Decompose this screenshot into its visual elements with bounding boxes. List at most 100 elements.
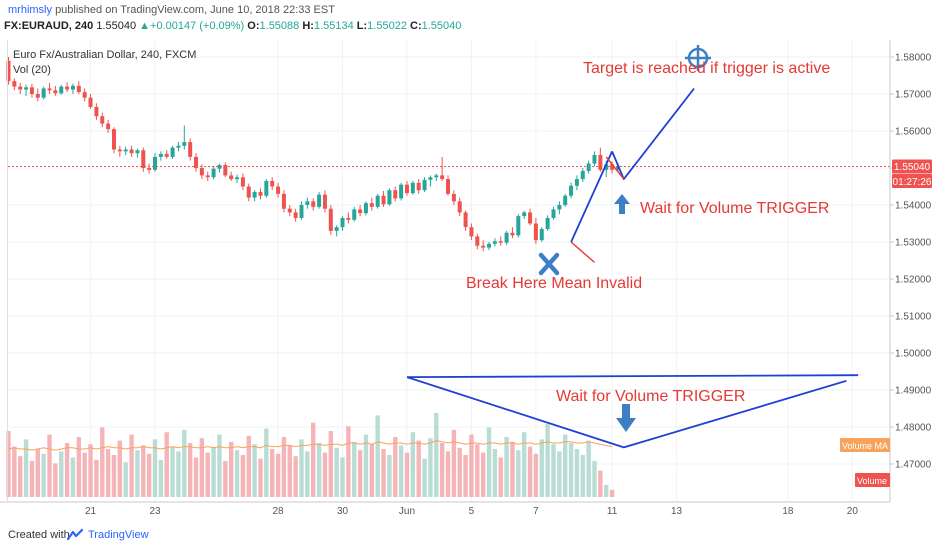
current-price-tag: 1.55040 01:27:26	[892, 159, 932, 188]
candle	[164, 150, 169, 159]
volume-bar	[281, 437, 287, 497]
candle	[557, 201, 562, 215]
volume-bar	[475, 444, 480, 497]
price-tick-label: 1.57000	[895, 90, 932, 101]
candle-body	[463, 212, 468, 228]
candle	[533, 217, 538, 244]
volume-bar	[47, 434, 52, 497]
candle-body	[563, 195, 568, 205]
candle-body	[164, 153, 169, 157]
volume-bar	[469, 434, 474, 497]
pullback-line	[605, 156, 625, 180]
candle	[492, 238, 497, 247]
volume-bar	[164, 432, 169, 497]
volume-ma-tag: Volume MA	[840, 438, 890, 452]
volume-bar	[498, 457, 503, 497]
volume-bar	[580, 455, 585, 497]
candle	[229, 171, 234, 181]
price-axis-labels: 1.580001.570001.560001.550001.540001.530…	[890, 53, 932, 471]
candle-body	[586, 163, 591, 171]
candle	[35, 88, 40, 102]
candle	[194, 153, 199, 172]
candle-body	[334, 227, 339, 231]
candle	[24, 84, 29, 96]
volume-bar	[334, 447, 339, 497]
price-tick-label: 1.54000	[895, 201, 932, 212]
projection-line	[611, 87, 695, 181]
candle	[375, 193, 380, 209]
price-tick-label: 1.48000	[895, 423, 932, 434]
volume-bar	[182, 429, 187, 497]
time-axis-labels: 21 23 28 30 Jun 5 7 11 13 18 20	[85, 506, 858, 517]
candle	[463, 210, 468, 231]
volume-bar	[59, 451, 64, 497]
candle-body	[158, 153, 163, 157]
open-label: O:	[247, 20, 260, 32]
volume-bar	[568, 443, 574, 497]
tradingview-logo-icon	[66, 528, 84, 541]
candle-body	[217, 165, 222, 169]
candle-body	[12, 81, 17, 87]
candle	[65, 82, 70, 93]
volume-bar	[445, 451, 451, 497]
volume-bar	[340, 457, 345, 497]
candle	[504, 230, 509, 245]
candle-body	[6, 60, 11, 82]
drawings[interactable]	[406, 87, 859, 449]
volume-bar	[228, 441, 234, 497]
candle	[281, 190, 286, 213]
candle-body	[510, 232, 515, 236]
candle	[82, 88, 87, 102]
candle-body	[24, 87, 29, 90]
candle	[317, 192, 322, 209]
volume-bar	[18, 456, 23, 497]
candle-body	[252, 192, 257, 198]
candle	[235, 174, 240, 183]
candle-body	[246, 186, 251, 198]
volume-bar	[369, 444, 375, 497]
volume-bar	[170, 446, 175, 497]
price-chart[interactable]: Target is reached if trigger is active W…	[0, 40, 932, 522]
volume-bar	[393, 437, 398, 497]
candle	[106, 119, 111, 133]
current-price-value: 1.55040	[894, 162, 931, 173]
volume-bar	[480, 452, 486, 497]
annotation-icons	[538, 45, 711, 432]
candle	[123, 146, 128, 156]
candle-body	[293, 212, 298, 218]
volume-legend: Vol (20)	[13, 64, 51, 76]
wait-volume-annotation: Wait for Volume TRIGGER	[556, 388, 745, 405]
volume-triangle-line	[406, 376, 847, 449]
candle	[311, 198, 316, 211]
volume-tag: Volume	[855, 473, 890, 487]
volume-ma-line	[8, 440, 613, 451]
candle	[457, 197, 462, 217]
candle	[363, 201, 368, 216]
candle-body	[41, 88, 46, 98]
candle-body	[264, 180, 269, 196]
volume-bar	[322, 452, 328, 497]
volume-bar	[410, 432, 416, 497]
volume-bar	[29, 461, 35, 497]
volume-bar	[387, 455, 392, 497]
time-tick-label: Jun	[399, 506, 415, 517]
candle	[434, 173, 439, 181]
volume-bar	[428, 438, 433, 497]
volume-bar	[129, 434, 134, 497]
high-label: H:	[302, 20, 314, 32]
candle	[100, 112, 105, 128]
candle	[545, 215, 550, 231]
volume-bar	[422, 458, 427, 497]
candle-body	[604, 164, 609, 170]
tradingview-brand-link[interactable]: TradingView	[88, 529, 149, 541]
last-price: 1.55040	[96, 20, 137, 32]
candle-body	[475, 236, 480, 246]
candle-body	[82, 92, 87, 98]
price-tick-label: 1.58000	[895, 53, 932, 64]
candle	[18, 82, 23, 94]
candle-body	[147, 168, 152, 170]
author-link[interactable]: mrhimsly	[8, 4, 52, 16]
candle	[41, 86, 46, 100]
grid	[8, 40, 890, 502]
candle-body	[211, 168, 216, 178]
